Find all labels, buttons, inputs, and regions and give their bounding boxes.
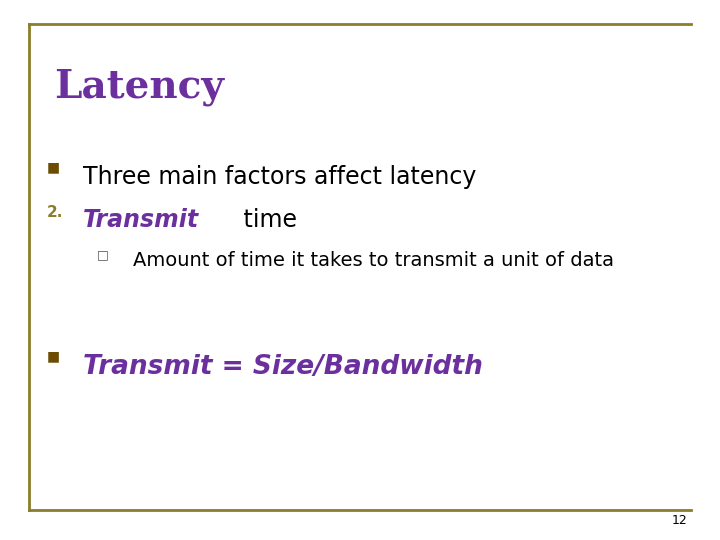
Text: ■: ■ <box>47 349 60 363</box>
Text: Three main factors affect latency: Three main factors affect latency <box>83 165 476 188</box>
Text: Transmit: Transmit <box>83 208 199 232</box>
Text: Latency: Latency <box>54 68 224 105</box>
Text: 12: 12 <box>672 514 688 526</box>
Text: □: □ <box>97 248 109 261</box>
Text: time: time <box>236 208 297 232</box>
Text: Amount of time it takes to transmit a unit of data: Amount of time it takes to transmit a un… <box>133 251 614 270</box>
Text: Transmit = Size/Bandwidth: Transmit = Size/Bandwidth <box>83 354 482 380</box>
Text: 2.: 2. <box>47 205 63 220</box>
Text: ■: ■ <box>47 160 60 174</box>
